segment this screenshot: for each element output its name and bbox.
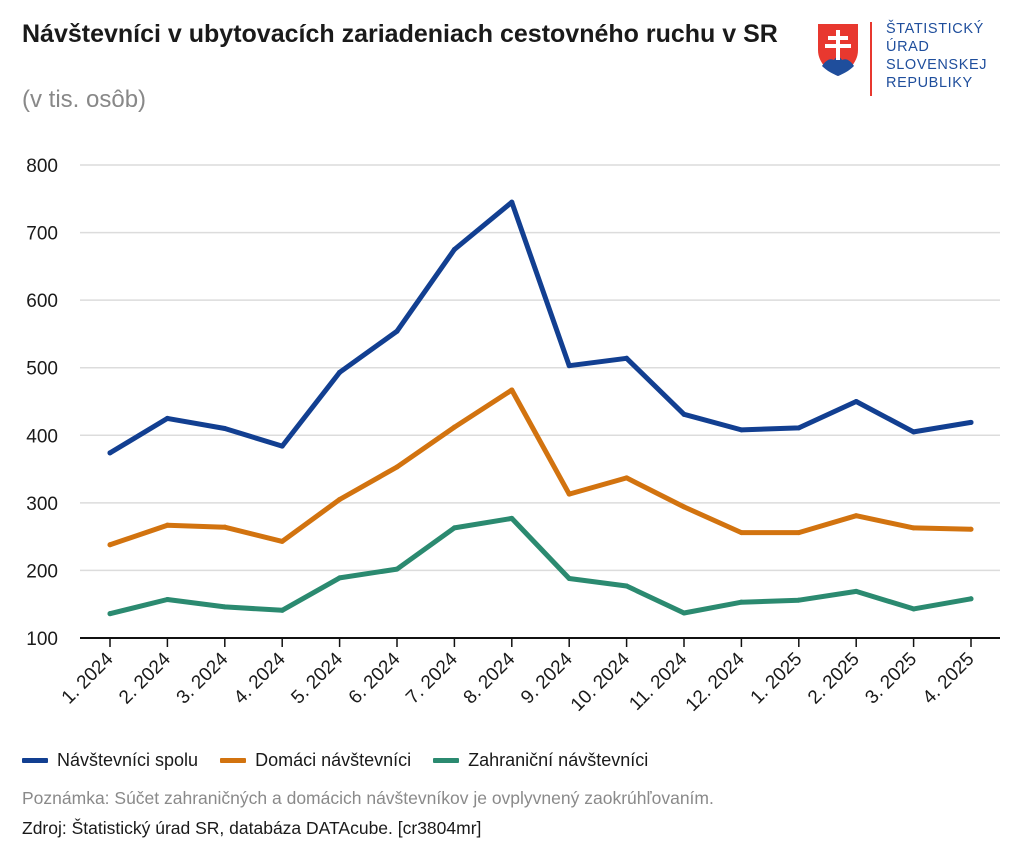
data-point [509,387,515,393]
data-point [853,588,859,594]
data-point [222,426,228,432]
data-point [279,443,285,449]
data-point [337,575,343,581]
data-point [738,530,744,536]
logo-line: SLOVENSKEJ [886,57,988,73]
series-line-1 [107,199,974,456]
data-point [624,583,630,589]
x-tick-label: 8. 2024 [460,648,520,708]
data-point [738,427,744,433]
data-point [796,597,802,603]
data-point [451,525,457,531]
series-line-2 [107,387,974,548]
chart-title: Návštevníci v ubytovacích zariadeniach c… [22,20,778,48]
data-point [107,542,113,548]
data-point [566,491,572,497]
data-point [681,504,687,510]
x-tick-label: 7. 2024 [402,648,462,708]
data-point [394,464,400,470]
data-point [164,415,170,421]
x-tick-label: 3. 2025 [861,649,921,709]
y-tick-label: 100 [26,629,58,650]
data-point [738,599,744,605]
legend-swatch-total [22,758,48,763]
data-point [337,369,343,375]
legend-item-total[interactable]: Návštevníci spolu [22,750,198,771]
x-tick-label: 4. 2025 [919,649,979,709]
data-point [796,425,802,431]
x-tick-label: 1. 2025 [747,649,807,709]
x-tick-label: 4. 2024 [230,648,290,708]
statistical-office-logo[interactable]: ŠTATISTICKÝ ÚRAD SLOVENSKEJ REPUBLIKY [816,20,1006,100]
slovak-coat-of-arms-icon [818,24,858,76]
x-tick-label: 10. 2024 [567,648,634,715]
data-point [222,604,228,610]
data-point [624,355,630,361]
data-point [968,419,974,425]
data-point [853,399,859,404]
x-tick-label: 2. 2024 [115,648,175,708]
x-tick-label: 3. 2024 [173,648,233,708]
data-point [911,606,917,612]
data-point [681,610,687,616]
data-point [107,450,113,456]
legend-label-domestic: Domáci návštevníci [255,750,412,770]
source-citation: Zdroj: Štatistický úrad SR, databáza DAT… [22,818,482,838]
y-tick-label: 800 [26,156,58,177]
chart-legend: Návštevníci spolu Domáci návštevníci Zah… [22,750,670,771]
footnote: Poznámka: Súčet zahraničných a domácich … [22,788,714,808]
data-point [566,576,572,582]
data-point [394,328,400,334]
data-point [164,596,170,602]
legend-label-foreign: Zahraniční návštevníci [468,750,649,770]
data-point [566,363,572,369]
legend-swatch-domestic [220,758,247,763]
x-tick-label: 6. 2024 [345,648,405,708]
data-point [681,411,687,417]
logo-text: ŠTATISTICKÝ ÚRAD SLOVENSKEJ REPUBLIKY [886,20,987,92]
legend-item-domestic[interactable]: Domáci návštevníci [220,750,411,771]
y-tick-label: 400 [26,426,58,447]
data-point [451,424,457,430]
data-point [509,199,515,205]
y-tick-label: 200 [26,561,58,582]
x-tick-label: 11. 2024 [625,648,691,714]
logo-divider [870,22,872,96]
data-point [624,475,630,481]
data-point [279,538,285,544]
x-tick-label: 12. 2024 [682,648,749,715]
logo-line: ŠTATISTICKÝ [886,21,984,37]
data-point [222,524,228,530]
x-tick-label: 5. 2024 [287,648,347,708]
series-line-3 [107,515,974,617]
x-tick-label: 1. 2024 [58,648,118,708]
data-point [451,246,457,252]
data-point [337,496,343,502]
logo-line: ÚRAD [886,39,930,55]
y-tick-label: 700 [26,224,58,245]
data-point [911,525,917,531]
data-point [968,596,974,602]
legend-item-foreign[interactable]: Zahraniční návštevníci [433,750,648,771]
data-point [796,530,802,536]
data-point [107,611,113,617]
data-point [164,522,170,528]
data-point [394,566,400,572]
x-tick-label: 2. 2025 [804,649,864,709]
data-point [968,526,974,532]
data-point [853,513,859,519]
data-point [279,607,285,613]
y-tick-label: 300 [26,494,58,515]
data-point [911,429,917,435]
logo-line: REPUBLIKY [886,75,973,91]
legend-swatch-foreign [433,758,460,763]
y-tick-label: 600 [26,291,58,312]
y-tick-label: 500 [26,359,58,380]
legend-label-total: Návštevníci spolu [57,750,199,770]
chart-subtitle: (v tis. osôb) [22,86,147,113]
data-point [509,515,515,521]
